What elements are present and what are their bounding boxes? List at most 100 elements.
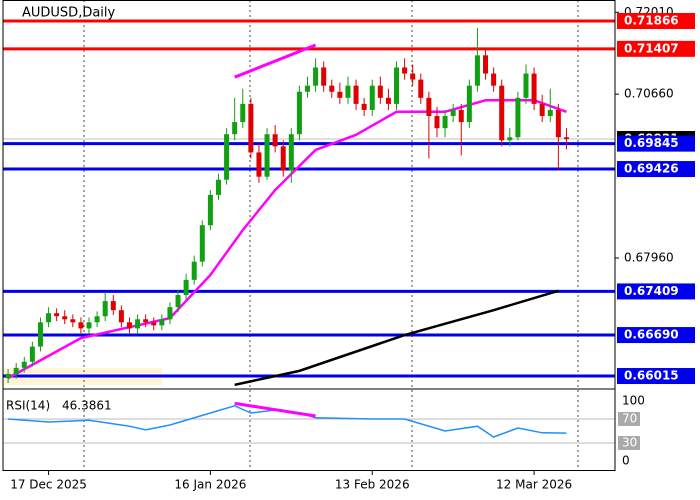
candle-body — [523, 73, 529, 98]
candle-body — [369, 85, 375, 110]
y-tick-label: 0.67960 — [624, 251, 674, 265]
candle-body — [86, 322, 92, 329]
candle-body — [167, 307, 173, 320]
candle-body — [507, 137, 513, 141]
candle-body — [442, 116, 448, 129]
candle-body — [394, 67, 400, 104]
candle-body — [483, 55, 489, 74]
frame — [2, 0, 616, 471]
level-label: 0.67409 — [624, 284, 679, 298]
level-label-box — [617, 283, 695, 300]
candle-body — [458, 109, 464, 123]
candle-body — [272, 134, 278, 147]
candle-body — [13, 367, 19, 374]
candle-body — [62, 316, 68, 320]
level-label: 0.69426 — [624, 162, 679, 176]
candle-body — [499, 85, 505, 141]
rsi-tick-label: 0 — [622, 454, 630, 468]
candle-body — [385, 97, 391, 104]
candle-body — [70, 319, 76, 323]
candle-body — [539, 103, 545, 117]
level-label: 0.71866 — [624, 13, 679, 27]
rsi-tick-label: 30 — [622, 436, 637, 450]
trend-line — [234, 43, 317, 79]
candle-body — [353, 85, 359, 104]
level-label-box — [617, 135, 695, 152]
candle-body — [159, 319, 165, 326]
level-label-box — [617, 161, 695, 178]
level-label-box — [617, 368, 695, 385]
candle-body — [491, 73, 497, 86]
level-label-box — [617, 327, 695, 344]
level-label: 0.66690 — [624, 328, 679, 342]
candle-body — [321, 67, 327, 86]
candle-body — [329, 85, 335, 92]
candle-body — [418, 79, 424, 98]
level-label-box — [617, 40, 695, 57]
candle-body — [224, 134, 230, 180]
candle-body — [515, 97, 521, 138]
candle-body — [135, 319, 141, 329]
candle-body — [305, 85, 310, 92]
level-label: 0.66015 — [624, 369, 679, 383]
candle-body — [215, 179, 221, 195]
candle-body — [151, 322, 157, 326]
candle-body — [280, 146, 286, 171]
candle-body — [207, 194, 213, 226]
candle-body — [5, 373, 11, 379]
candle-body — [143, 319, 149, 323]
x-tick-label: 13 Feb 2026 — [335, 478, 410, 492]
x-tick-label: 17 Dec 2025 — [10, 478, 87, 492]
ma200-line — [234, 289, 559, 386]
rsi-tick-label: 70 — [622, 412, 637, 426]
candle-body — [288, 134, 294, 171]
candle-body — [110, 301, 116, 311]
candle-body — [21, 361, 27, 368]
candle-body — [337, 91, 343, 98]
candle-body — [563, 137, 569, 140]
rsi-tick-label: 100 — [622, 394, 645, 408]
level-label: 0.71407 — [624, 41, 679, 55]
candle-body — [175, 295, 181, 308]
level-label: 0.69845 — [624, 136, 679, 150]
candle-body — [434, 116, 440, 129]
candle-body — [410, 73, 416, 80]
period-separators — [83, 0, 579, 470]
candle-body — [199, 225, 205, 262]
rsi-label: RSI(14) — [6, 399, 50, 413]
candle-body — [232, 122, 238, 135]
candle-body — [46, 313, 52, 323]
candle-body — [248, 103, 254, 153]
rsi-trend-line — [234, 401, 316, 418]
x-tick-label: 12 Mar 2026 — [496, 478, 572, 492]
candle-body — [361, 103, 367, 110]
rsi-value: 46.3861 — [62, 399, 112, 413]
candle-body — [345, 85, 351, 98]
x-tick-label: 16 Jan 2026 — [174, 478, 246, 492]
candle-body — [402, 67, 408, 74]
candle-body — [183, 279, 189, 296]
candle-body — [256, 152, 262, 177]
candle-body — [29, 346, 35, 362]
rsi-tick-box — [618, 436, 640, 450]
candle-body — [191, 261, 197, 280]
level-label-box — [617, 12, 695, 29]
candle-body — [466, 85, 472, 123]
candle-body — [102, 301, 108, 317]
candle-body — [264, 134, 270, 177]
price-panel — [3, 19, 615, 386]
candle-body — [54, 313, 60, 317]
candle-body — [313, 67, 319, 86]
candle-body — [296, 91, 302, 135]
candle-body — [240, 103, 246, 123]
candle-body — [474, 55, 480, 86]
y-tick-label: 0.70660 — [624, 87, 674, 101]
candle-body — [531, 73, 537, 104]
rsi-panel — [3, 401, 615, 444]
rsi-tick-box — [618, 412, 640, 426]
chart-title: AUDUSD,Daily — [22, 6, 116, 21]
